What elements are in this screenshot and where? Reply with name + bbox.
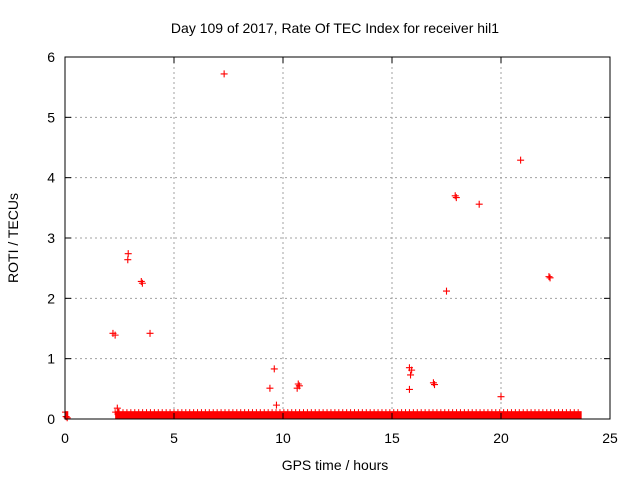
data-point — [138, 279, 146, 287]
data-point — [270, 365, 278, 373]
x-axis-label: GPS time / hours — [282, 457, 389, 473]
data-point — [294, 380, 302, 388]
data-point — [452, 194, 460, 202]
data-point — [124, 250, 132, 258]
x-tick-label: 20 — [493, 430, 509, 446]
data-point — [405, 385, 413, 393]
grid-lines — [65, 57, 610, 419]
data-point — [408, 366, 416, 374]
data-point — [272, 401, 280, 409]
data-point — [114, 408, 122, 416]
data-point — [113, 404, 121, 412]
data-point — [475, 200, 483, 208]
data-point — [440, 411, 448, 419]
x-tick-label: 25 — [602, 430, 618, 446]
baseline-marker — [575, 409, 582, 416]
data-point — [220, 70, 228, 78]
chart-title: Day 109 of 2017, Rate Of TEC Index for r… — [171, 20, 499, 36]
y-tick-label: 6 — [47, 49, 55, 65]
x-tick-label: 10 — [275, 430, 291, 446]
baseline-band — [62, 409, 582, 419]
y-tick-label: 5 — [47, 109, 55, 125]
data-point — [342, 411, 350, 419]
y-axis-label: ROTI / TECUs — [5, 193, 21, 283]
y-tick-label: 4 — [47, 170, 55, 186]
data-point — [517, 156, 525, 164]
x-tick-label: 5 — [170, 430, 178, 446]
data-point — [124, 256, 132, 264]
data-point — [443, 287, 450, 295]
x-tick-label: 0 — [61, 430, 69, 446]
data-points — [62, 70, 579, 422]
data-point — [545, 273, 553, 281]
data-point — [497, 393, 505, 401]
data-point — [293, 384, 301, 392]
y-tick-label: 1 — [47, 351, 55, 367]
data-point — [407, 371, 415, 379]
data-point — [266, 384, 274, 392]
y-tick-label: 2 — [47, 290, 55, 306]
data-point — [429, 379, 437, 387]
data-point — [571, 411, 579, 419]
data-point — [111, 331, 119, 339]
axis-ticks: 0 5 10 15 20 25 0 1 2 3 4 5 6 — [47, 49, 618, 446]
data-point — [146, 329, 154, 337]
data-point — [137, 277, 145, 285]
data-point — [431, 381, 439, 389]
x-tick-label: 15 — [384, 430, 400, 446]
y-tick-label: 3 — [47, 230, 55, 246]
data-point — [546, 274, 554, 282]
data-point — [451, 192, 459, 200]
y-tick-label: 0 — [47, 411, 55, 427]
